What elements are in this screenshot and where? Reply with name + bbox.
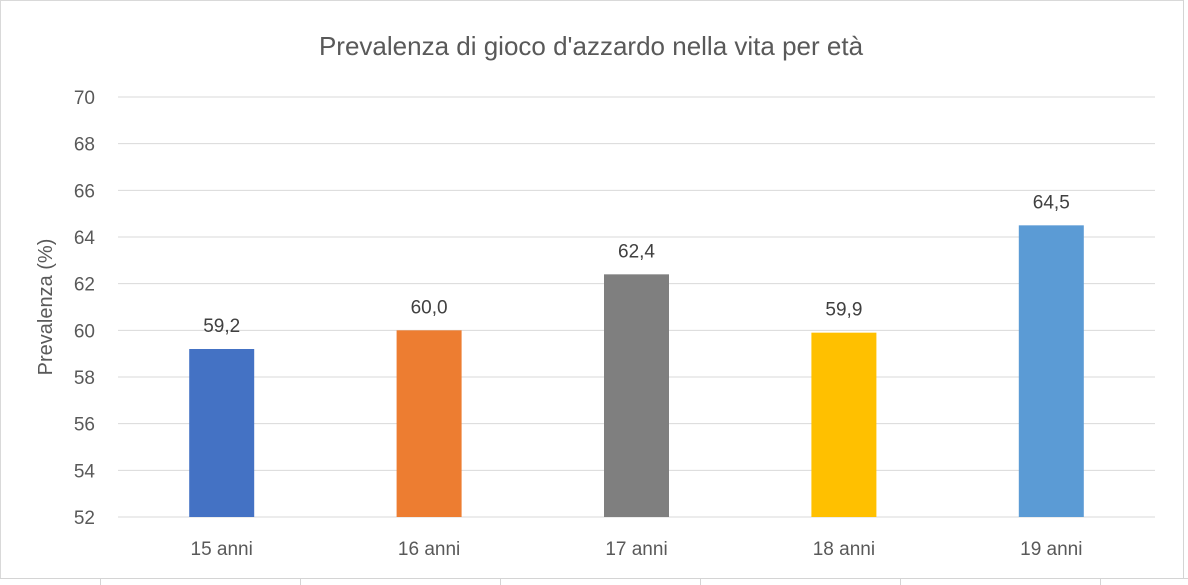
y-tick-label: 52 (74, 508, 95, 529)
y-tick-label: 64 (74, 228, 96, 249)
bar-18-anni (811, 332, 877, 517)
x-tick-label: 15 anni (191, 539, 253, 560)
x-tick-label: 16 anni (398, 539, 460, 560)
x-tick-label: 19 anni (1020, 539, 1082, 560)
y-tick-label: 60 (74, 321, 95, 342)
bar-17-anni (604, 274, 669, 517)
y-tick-label: 54 (74, 461, 96, 482)
data-label: 64,5 (1033, 192, 1070, 213)
x-axis-ticks: 15 anni 16 anni 17 anni 18 anni 19 anni (191, 539, 1083, 560)
y-tick-label: 70 (74, 88, 95, 109)
spreadsheet-grid-row (0, 578, 1188, 585)
y-tick-label: 56 (74, 415, 95, 436)
y-tick-label: 62 (74, 275, 95, 296)
data-label: 62,4 (618, 241, 655, 262)
chart-title: Prevalenza di gioco d'azzardo nella vita… (319, 31, 864, 61)
y-tick-label: 66 (74, 181, 95, 202)
bar-16-anni (396, 330, 462, 517)
spreadsheet-column-edge (1183, 0, 1188, 578)
y-axis-ticks: 52 54 56 58 60 62 64 66 68 70 (74, 88, 96, 529)
bars (189, 225, 1084, 518)
data-label: 59,2 (203, 316, 240, 337)
bar-19-anni (1018, 225, 1084, 518)
data-label: 60,0 (411, 297, 448, 318)
x-tick-label: 17 anni (605, 539, 667, 560)
y-tick-label: 58 (74, 368, 95, 389)
y-tick-label: 68 (74, 135, 95, 156)
bar-15-anni (189, 349, 255, 517)
x-tick-label: 18 anni (813, 539, 875, 560)
data-label: 59,9 (825, 300, 862, 321)
y-axis-label: Prevalenza (%) (35, 239, 57, 376)
data-labels: 59,2 60,0 62,4 59,9 64,5 (203, 192, 1070, 337)
